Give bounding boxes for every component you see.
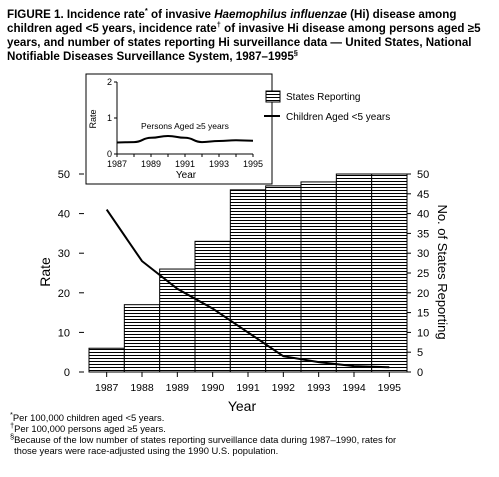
legend-bar-label: States Reporting (286, 92, 361, 103)
inset-x-axis-title: Year (176, 170, 197, 181)
x-tick-label-1994: 1994 (342, 382, 366, 394)
children-rate-line (105, 209, 390, 369)
inset-x-tick-label-1989: 1989 (141, 159, 161, 169)
y2-tick-label-25: 25 (417, 268, 429, 280)
figure-title: FIGURE 1. Incidence rate* of invasive Ha… (7, 6, 495, 64)
footnote-2: †Per 100,000 persons aged ≥5 years. (10, 420, 166, 434)
y2-tick-label-40: 40 (417, 209, 429, 221)
y2-tick-label-10: 10 (417, 327, 429, 339)
legend: States Reporting Children Aged <5 years (264, 90, 390, 123)
bar-1987 (88, 347, 125, 373)
inset-y-tick-label-0: 0 (107, 149, 112, 159)
inset-y-tick-label-2: 2 (107, 77, 112, 87)
footnote-3-mark: § (10, 431, 15, 441)
x-tick-label-1995: 1995 (378, 382, 402, 394)
bar-series (88, 173, 408, 373)
y-tick-label-50: 50 (58, 169, 70, 181)
title-footnote-mark-3: § (293, 48, 298, 58)
inset-axes: 0 1 2 1987 1989 1991 1993 1995 (107, 77, 263, 169)
y-tick-label-40: 40 (58, 209, 70, 221)
title-organism: Haemophilus influenzae (214, 8, 347, 21)
x-tick-label-1987: 1987 (95, 382, 119, 394)
inset-x-tick-label-1993: 1993 (209, 159, 229, 169)
title-footnote-mark-2: † (216, 20, 221, 30)
y2-tick-label-30: 30 (417, 248, 429, 260)
y2-tick-label-0: 0 (417, 367, 423, 379)
x-tick-label-1990: 1990 (201, 382, 225, 394)
inset-x-tick-label-1995: 1995 (243, 159, 263, 169)
x-tick-label-1993: 1993 (307, 382, 331, 394)
x-tick-label-1988: 1988 (130, 382, 154, 394)
x-tick-label-1989: 1989 (166, 382, 190, 394)
bar-1991 (229, 189, 267, 373)
y2-tick-label-20: 20 (417, 288, 429, 300)
bar-1992 (265, 185, 302, 373)
footnote-2-text: Per 100,000 persons aged ≥5 years. (14, 423, 166, 434)
title-footnote-mark-1: * (144, 6, 148, 16)
footnote-3-text: Because of the low number of states repo… (14, 434, 397, 445)
y2-tick-label-45: 45 (417, 189, 429, 201)
inset-y-tick-label-1: 1 (107, 113, 112, 123)
inset-x-tick-label-1987: 1987 (107, 159, 127, 169)
bar-1993 (300, 181, 337, 373)
bar-1988 (123, 304, 161, 373)
bar-1990 (194, 240, 231, 373)
footnote-1: *Per 100,000 children aged <5 years. (10, 409, 165, 423)
footnote-2-mark: † (10, 420, 15, 430)
footnote-4-text: those years were race-adjusted using the… (14, 445, 279, 456)
y2-tick-label-5: 5 (417, 347, 423, 359)
y2-tick-label-35: 35 (417, 228, 429, 240)
main-axes: 0 10 20 30 40 50 0 5 10 15 20 25 30 35 40 45 50 1987 1988 1… (58, 169, 430, 394)
legend-bar-swatch (265, 90, 281, 103)
title-text-2: of invasive (147, 8, 215, 21)
title-text-1: FIGURE 1. Incidence rate (7, 8, 145, 21)
bar-1995 (371, 173, 408, 373)
legend-line-label: Children Aged <5 years (286, 112, 390, 123)
inset-x-tick-label-1991: 1991 (175, 159, 195, 169)
title-text-3: (Hi) disease among children aged <5 year… (7, 8, 457, 35)
y-tick-label-10: 10 (58, 327, 70, 339)
x-axis-title: Year (228, 398, 257, 414)
y2-tick-label-50: 50 (417, 169, 429, 181)
footnote-3: §Because of the low number of states rep… (10, 431, 397, 445)
y-tick-label-20: 20 (58, 288, 70, 300)
bar-1989 (159, 268, 196, 373)
footnote-1-mark: * (10, 409, 13, 419)
x-tick-label-1992: 1992 (272, 382, 296, 394)
bar-1994 (335, 173, 373, 373)
inset-series-label: Persons Aged ≥5 years (141, 121, 229, 131)
y-axis-title: Rate (37, 257, 53, 287)
inset-y-axis-title: Rate (88, 109, 98, 128)
y2-tick-label-15: 15 (417, 308, 429, 320)
y-tick-label-30: 30 (58, 248, 70, 260)
y-tick-label-0: 0 (64, 367, 70, 379)
y2-axis-title: No. of States Reporting (435, 204, 450, 339)
footnote-4: those years were race-adjusted using the… (14, 445, 278, 456)
footnote-1-text: Per 100,000 children aged <5 years. (12, 412, 165, 423)
persons-rate-line (116, 134, 254, 144)
title-text-4: of invasive Hi disease among persons age… (7, 22, 481, 63)
x-tick-label-1991: 1991 (236, 382, 260, 394)
